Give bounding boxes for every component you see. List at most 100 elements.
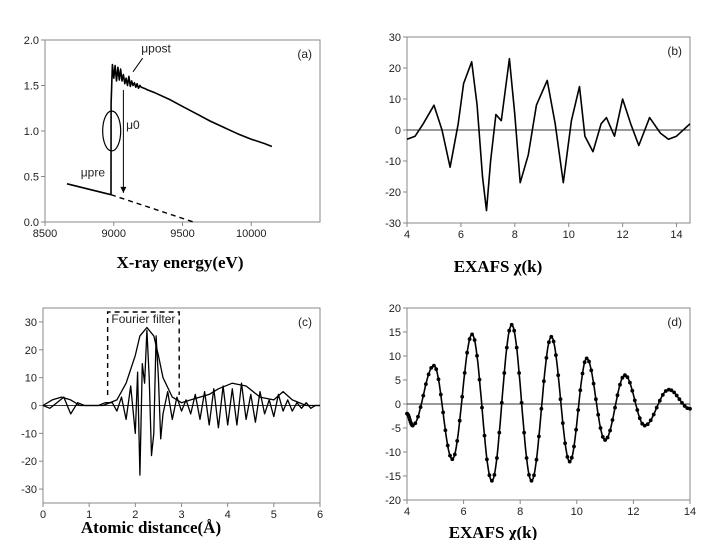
x-tick-label: 6 — [461, 506, 467, 518]
data-point — [532, 473, 536, 478]
data-point — [499, 400, 504, 405]
absorption-curve — [110, 63, 273, 195]
x-tick-label: 8 — [512, 229, 518, 241]
data-point — [429, 366, 434, 370]
panel-a: 8500 9000 9500 10000 0.0 0.5 1.0 1.5 2.0 (a) μ0 μpr… — [24, 35, 321, 272]
data-point — [547, 340, 551, 345]
y-tick-label: 10 — [389, 94, 401, 106]
data-point — [632, 398, 637, 403]
x-tick-label: 6 — [458, 229, 464, 241]
mu-post-pointer — [132, 57, 144, 73]
mu0-label: μ0 — [126, 118, 140, 132]
x-axis-title: X-ray energy(eV) — [117, 253, 244, 272]
x-tick-label: 6 — [317, 509, 323, 521]
data-point — [618, 382, 622, 387]
data-point — [645, 422, 650, 427]
data-point — [465, 350, 469, 355]
x-tick-label: 4 — [225, 509, 231, 521]
data-point — [677, 397, 682, 402]
panel-c: 0 1 2 3 4 5 6 -30 -20 -10 0 10 20 30 (c) Fourier filter… — [21, 307, 323, 537]
data-point — [522, 430, 526, 435]
data-point — [410, 423, 415, 428]
data-point — [537, 434, 541, 439]
data-point — [441, 410, 445, 415]
data-point — [556, 373, 561, 378]
data-point — [544, 356, 549, 360]
x-tick-label: 14 — [684, 506, 696, 518]
data-point — [512, 328, 517, 333]
data-point — [620, 375, 625, 380]
data-point — [457, 418, 462, 423]
x-tick-label: 14 — [670, 229, 682, 241]
y-tick-label: -30 — [385, 218, 401, 230]
data-point — [524, 456, 529, 460]
data-point — [434, 367, 439, 372]
x-tick-label: 1 — [86, 509, 92, 521]
y-tick-label: -30 — [21, 484, 37, 496]
data-point — [413, 421, 418, 426]
data-point — [688, 406, 692, 411]
data-point — [672, 390, 676, 395]
x-axis-title: EXAFS χ(k) — [454, 257, 543, 276]
y-tick-label: 0.0 — [24, 217, 39, 229]
data-point — [569, 455, 574, 460]
data-point — [482, 433, 487, 438]
data-point — [654, 405, 659, 410]
data-point — [563, 441, 567, 446]
data-point — [591, 381, 596, 386]
data-point — [651, 412, 656, 417]
panel-b: 4 6 8 10 12 14 -30 -20 -10 0 10 20 30 (b) EXAFS χ(k) — [385, 32, 691, 276]
data-point — [416, 414, 420, 419]
data-point — [572, 444, 576, 449]
data-point — [497, 430, 502, 435]
data-point — [509, 322, 514, 327]
data-point — [475, 353, 479, 358]
data-point — [432, 363, 436, 368]
y-tick-label: -10 — [385, 156, 401, 168]
y-tick-label: 1.5 — [24, 81, 39, 93]
mu-post-label: μpost — [141, 42, 171, 56]
data-point — [436, 377, 441, 382]
data-point — [560, 421, 565, 425]
data-point — [504, 345, 509, 350]
fourier-filter-box — [106, 311, 180, 395]
x-tick-label: 8 — [517, 506, 523, 518]
data-point — [421, 393, 426, 398]
data-point — [502, 371, 507, 375]
data-point — [669, 388, 674, 393]
data-point — [642, 423, 647, 428]
x-tick-label: 10 — [563, 229, 575, 241]
data-point — [519, 400, 524, 405]
data-point — [600, 435, 605, 439]
y-tick-label: -20 — [385, 187, 401, 199]
data-point — [485, 457, 489, 462]
y-tick-label: 0.5 — [24, 172, 39, 184]
data-point — [596, 412, 601, 417]
data-point — [472, 338, 477, 342]
data-point — [580, 371, 585, 376]
y-tick-label: 20 — [389, 303, 401, 315]
x-tick-label: 10 — [571, 506, 583, 518]
data-point — [558, 397, 563, 402]
y-tick-label: 30 — [389, 32, 401, 44]
data-point — [582, 360, 587, 365]
x-tick-label: 8500 — [33, 228, 57, 240]
data-point — [529, 478, 534, 483]
data-point — [480, 405, 484, 410]
y-tick-label: -20 — [385, 495, 401, 507]
data-point — [495, 456, 499, 460]
y-tick-label: 20 — [25, 345, 37, 357]
y-tick-label: -10 — [385, 447, 401, 459]
data-point — [470, 332, 474, 337]
x-axis-title: Atomic distance(Å) — [81, 518, 221, 537]
y-tick-label: 20 — [389, 63, 401, 75]
data-point — [455, 439, 460, 443]
x-tick-label: 5 — [271, 509, 277, 521]
data-point — [477, 377, 482, 382]
data-point — [438, 392, 443, 397]
exafs-curve — [406, 57, 691, 212]
data-point — [630, 388, 635, 393]
y-tick-label: 0 — [31, 401, 37, 413]
arrow-head — [120, 186, 127, 193]
data-point — [578, 388, 583, 393]
